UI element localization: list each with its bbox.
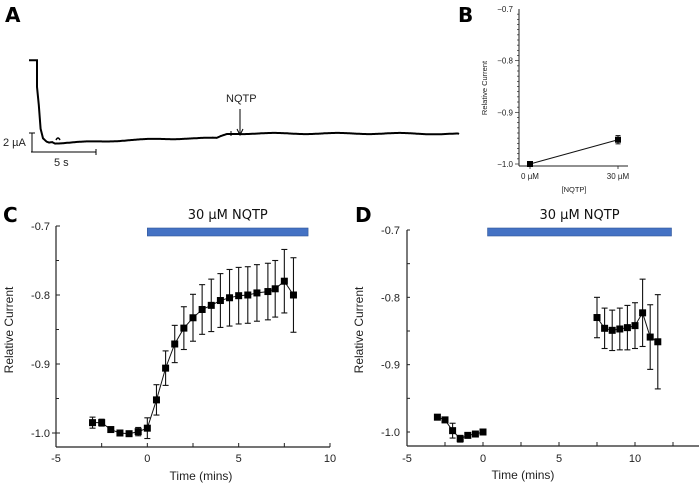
- data-point: [593, 314, 601, 322]
- data-point: [654, 338, 662, 346]
- y-tick-label: -1.0: [381, 427, 400, 439]
- x-tick-label: 5: [556, 453, 562, 465]
- data-point: [471, 430, 479, 438]
- data-point: [134, 428, 142, 436]
- nqtp-arrow-head: [236, 128, 244, 137]
- nqtp-bar: [147, 227, 309, 237]
- y-tick-label: -0.8: [381, 292, 400, 304]
- data-point: [162, 364, 170, 372]
- panel-c-chart: -1.0 -0.9 -0.8 -0.7 -5 0 5 10 Time (mins) Relativ…: [2, 208, 336, 483]
- x-axis-title: Time (mins): [170, 469, 233, 483]
- trace-artifact: [55, 137, 61, 141]
- y-tick-label: -1.0: [31, 428, 50, 440]
- data-point: [646, 333, 654, 341]
- panel-label-c: C: [3, 203, 18, 227]
- data-point: [456, 435, 464, 443]
- data-point: [280, 277, 288, 285]
- x-tick-label: 0 µM: [521, 172, 539, 181]
- x-axis-title: [NQTP]: [561, 185, 586, 194]
- nqtp-annotation: NQTP: [226, 93, 257, 105]
- data-point: [216, 297, 224, 305]
- current-trace: [29, 59, 460, 145]
- data-point: [608, 326, 616, 334]
- y-tick-label: -0.9: [381, 360, 400, 372]
- data-point: [89, 419, 97, 427]
- data-point: [615, 136, 621, 143]
- x-tick-label: 30 µM: [607, 172, 630, 181]
- data-point: [441, 416, 449, 424]
- y-tick-label: -0.9: [31, 359, 50, 371]
- x-tick-label: -5: [51, 453, 61, 465]
- x-tick-label: 0: [480, 453, 486, 465]
- data-point: [271, 285, 279, 293]
- data-point: [125, 430, 133, 438]
- data-point: [479, 428, 487, 436]
- panel-d-chart: -1.0 -0.9 -0.8 -0.7 -5 0 5 10 Time (mins) Relativ…: [352, 208, 699, 482]
- y-tick-label: −0.9: [497, 108, 513, 117]
- y-axis-title: Relative Current: [352, 286, 366, 373]
- data-point: [623, 324, 631, 332]
- x-tick-label: 10: [629, 453, 641, 465]
- panel-label-a: A: [5, 3, 21, 27]
- data-point: [639, 309, 647, 317]
- nqtp-bar: [487, 227, 672, 237]
- nqtp-bar-label: 30 µM NQTP: [540, 208, 620, 223]
- y-tick-label: -0.7: [381, 225, 400, 237]
- data-point: [449, 427, 457, 435]
- data-point: [198, 305, 206, 313]
- data-point: [107, 426, 115, 434]
- y-axis-title: Relative Current: [480, 60, 489, 115]
- y-axis-title: Relative Current: [2, 286, 16, 373]
- y-tick-label: -0.7: [31, 221, 50, 233]
- panel-label-b: B: [458, 3, 473, 27]
- data-point: [464, 431, 472, 439]
- data-point: [235, 292, 243, 300]
- x-tick-label: 10: [324, 453, 336, 465]
- panel-b-chart: −1.0 −0.9 −0.8 −0.7 0 µM 30 µM [NQTP] Relative …: [480, 5, 630, 194]
- data-point: [616, 325, 624, 333]
- data-point: [143, 424, 151, 432]
- scalebar-y-label: 2 µA: [3, 137, 27, 149]
- scalebar-x-label: 5 s: [54, 157, 69, 169]
- data-point: [244, 291, 252, 299]
- data-point: [253, 289, 261, 297]
- y-tick-label: −1.0: [497, 160, 513, 169]
- y-tick-label: -0.8: [31, 290, 50, 302]
- x-tick-label: 0: [144, 453, 150, 465]
- data-point: [226, 294, 234, 302]
- data-point: [189, 314, 197, 322]
- data-point: [207, 301, 215, 309]
- panel-a-trace: 2 µA 5 s NQTP: [3, 59, 460, 169]
- data-point: [171, 340, 179, 348]
- data-point: [433, 413, 441, 421]
- x-tick-label: 5: [236, 453, 242, 465]
- panel-label-d: D: [355, 203, 372, 227]
- series-line: [529, 139, 619, 165]
- data-point: [98, 419, 106, 427]
- data-point: [289, 291, 297, 299]
- nqtp-bar-label: 30 µM NQTP: [188, 208, 268, 223]
- x-tick-label: -5: [402, 453, 412, 465]
- data-point: [631, 322, 639, 330]
- data-point: [601, 324, 609, 332]
- data-point: [264, 288, 272, 296]
- data-point: [527, 161, 533, 167]
- data-point: [180, 324, 188, 332]
- data-point: [152, 396, 160, 404]
- y-tick-label: −0.7: [497, 5, 513, 14]
- x-axis-title: Time (mins): [492, 468, 555, 482]
- data-point: [116, 429, 124, 437]
- y-tick-label: −0.8: [497, 57, 513, 66]
